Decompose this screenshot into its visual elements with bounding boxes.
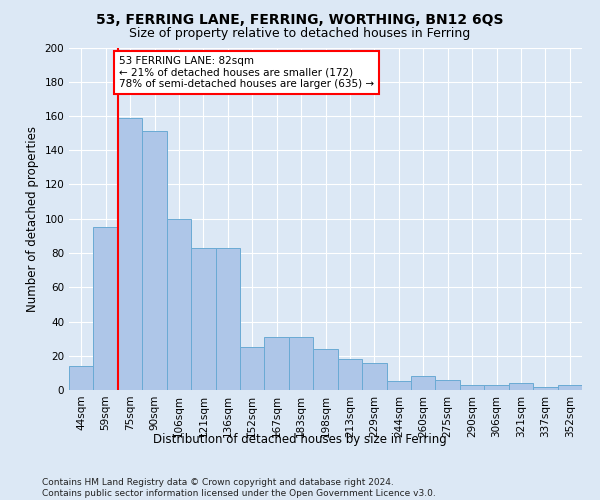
- Bar: [484, 385, 509, 390]
- Bar: [533, 386, 557, 390]
- Bar: [142, 132, 167, 390]
- Bar: [191, 248, 215, 390]
- Bar: [240, 347, 265, 390]
- Bar: [215, 248, 240, 390]
- Bar: [69, 366, 94, 390]
- Bar: [118, 118, 142, 390]
- Bar: [386, 382, 411, 390]
- Bar: [557, 385, 582, 390]
- Bar: [362, 362, 386, 390]
- Y-axis label: Number of detached properties: Number of detached properties: [26, 126, 39, 312]
- Bar: [338, 359, 362, 390]
- Bar: [411, 376, 436, 390]
- Bar: [313, 349, 338, 390]
- Bar: [94, 228, 118, 390]
- Text: 53, FERRING LANE, FERRING, WORTHING, BN12 6QS: 53, FERRING LANE, FERRING, WORTHING, BN1…: [96, 12, 504, 26]
- Text: Distribution of detached houses by size in Ferring: Distribution of detached houses by size …: [153, 432, 447, 446]
- Bar: [436, 380, 460, 390]
- Bar: [265, 337, 289, 390]
- Text: Contains HM Land Registry data © Crown copyright and database right 2024.
Contai: Contains HM Land Registry data © Crown c…: [42, 478, 436, 498]
- Text: Size of property relative to detached houses in Ferring: Size of property relative to detached ho…: [130, 28, 470, 40]
- Bar: [460, 385, 484, 390]
- Bar: [509, 383, 533, 390]
- Bar: [167, 219, 191, 390]
- Text: 53 FERRING LANE: 82sqm
← 21% of detached houses are smaller (172)
78% of semi-de: 53 FERRING LANE: 82sqm ← 21% of detached…: [119, 56, 374, 90]
- Bar: [289, 337, 313, 390]
